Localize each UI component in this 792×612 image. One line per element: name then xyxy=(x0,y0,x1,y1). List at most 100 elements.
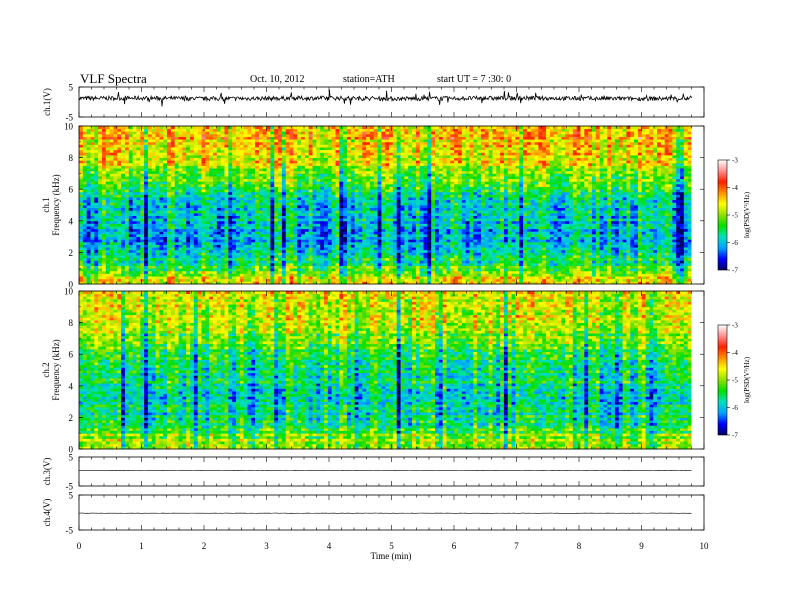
spectrogram-cell xyxy=(147,228,153,232)
spectrogram-cell xyxy=(366,281,371,285)
spectrogram-cell xyxy=(637,212,643,216)
spectrogram-cell xyxy=(209,278,214,282)
spectrogram-cell xyxy=(304,233,310,237)
spectrogram-cell xyxy=(404,236,409,240)
spectrogram-cell xyxy=(461,244,467,248)
spectrogram-cell xyxy=(423,223,428,227)
spectrogram-cell xyxy=(354,244,359,248)
spectrogram-cell xyxy=(190,257,195,261)
spectrogram-cell xyxy=(519,218,524,222)
spectrogram-cell xyxy=(492,255,497,259)
spectrogram-cell xyxy=(664,218,669,222)
spectrogram-cell xyxy=(377,244,382,248)
spectrogram-cell xyxy=(281,220,287,224)
spectrogram-cell xyxy=(343,231,348,235)
spectrogram-cell xyxy=(630,262,635,266)
spectrogram-cell xyxy=(190,273,195,277)
spectrogram-cell xyxy=(308,226,313,230)
spectrogram-cell xyxy=(308,257,313,261)
spectrogram-cell xyxy=(362,207,367,211)
spectrogram-cell xyxy=(584,215,589,219)
spectrogram-cell xyxy=(614,247,620,251)
spectrogram-cell xyxy=(197,260,202,264)
spectrogram-cell xyxy=(121,202,126,206)
spectrogram-cell xyxy=(335,268,340,272)
spectrogram-cell xyxy=(645,218,650,222)
spectrogram-cell xyxy=(258,260,264,264)
spectrogram-cell xyxy=(599,273,604,277)
spectrogram-cell xyxy=(419,212,424,216)
spectrogram-cell xyxy=(155,262,160,266)
spectrogram-cell xyxy=(680,202,685,206)
spectrogram-cell xyxy=(614,268,620,272)
spectrogram-cell xyxy=(304,231,310,235)
spectrogram-cell xyxy=(350,207,356,211)
spectrogram-cell xyxy=(86,270,91,274)
spectrogram-cell xyxy=(301,233,306,237)
spectrogram-cell xyxy=(412,218,417,222)
spectrogram-cell xyxy=(457,220,463,224)
spectrogram-cell xyxy=(657,207,662,211)
spectrogram-cell xyxy=(500,255,505,259)
spectrogram-cell xyxy=(289,249,294,253)
spectrogram-cell xyxy=(270,231,275,235)
spectrogram-cell xyxy=(362,255,367,259)
spectrogram-cell xyxy=(136,262,141,266)
spectrogram-cell xyxy=(549,228,555,232)
spectrogram-cell xyxy=(385,231,390,235)
spectrogram-cell xyxy=(653,247,658,251)
spectrogram-cell xyxy=(561,239,566,243)
spectrogram-cell xyxy=(526,231,532,235)
spectrogram-cell xyxy=(492,228,497,232)
spectrogram-cell xyxy=(565,260,570,264)
spectrogram-cell xyxy=(312,231,317,235)
spectrogram-cell xyxy=(281,281,287,285)
spectrogram-cell xyxy=(304,202,310,206)
spectrogram-cell xyxy=(442,202,447,206)
spectrogram-cell xyxy=(274,226,279,230)
spectrogram-cell xyxy=(473,226,478,230)
spectrogram-cell xyxy=(109,268,114,272)
spectrogram-cell xyxy=(546,236,551,240)
spectrogram-cell xyxy=(258,202,264,206)
spectrogram-cell xyxy=(167,236,172,240)
spectrogram-cell xyxy=(553,228,558,232)
spectrogram-cell xyxy=(534,202,539,206)
spectrogram-cell xyxy=(634,273,639,277)
spectrogram-cell xyxy=(358,220,363,224)
spectrogram-cell xyxy=(607,236,612,240)
spectrogram-cell xyxy=(232,210,237,214)
spectrogram-cell xyxy=(580,260,585,264)
spectrogram-cell xyxy=(580,257,585,261)
spectrogram-cell xyxy=(190,199,195,203)
spectrogram-cell xyxy=(660,273,666,277)
spectrogram-cell xyxy=(136,212,141,216)
spectrogram-cell xyxy=(86,210,91,214)
spectrogram-cell xyxy=(113,270,118,274)
spectrogram-cell xyxy=(266,265,271,269)
spectrogram-cell xyxy=(201,260,206,264)
spectrogram-cell xyxy=(427,231,432,235)
spectrogram-cell xyxy=(641,220,646,224)
spectrogram-cell xyxy=(369,226,375,230)
spectrogram-cell xyxy=(82,199,88,203)
spectrogram-cell xyxy=(178,278,183,282)
spectrogram-cell xyxy=(542,220,547,224)
spectrogram-cell xyxy=(343,228,348,232)
spectrogram-cell xyxy=(121,244,126,248)
spectrogram-cell xyxy=(144,205,149,209)
spectrogram-cell xyxy=(576,265,581,269)
spectrogram-cell xyxy=(98,276,103,280)
spectrogram-cell xyxy=(415,281,421,285)
spectrogram-cell xyxy=(324,265,329,269)
spectrogram-cell xyxy=(488,247,493,251)
spectrogram-cell xyxy=(174,249,179,253)
spectrogram-cell xyxy=(117,220,122,224)
spectrogram-cell xyxy=(389,278,394,282)
spectrogram-cell xyxy=(584,249,589,253)
spectrogram-cell xyxy=(105,210,111,214)
spectrogram-cell xyxy=(389,239,394,243)
spectrogram-cell xyxy=(565,239,570,243)
spectrogram-cell xyxy=(457,244,463,248)
spectrogram-cell xyxy=(450,218,455,222)
